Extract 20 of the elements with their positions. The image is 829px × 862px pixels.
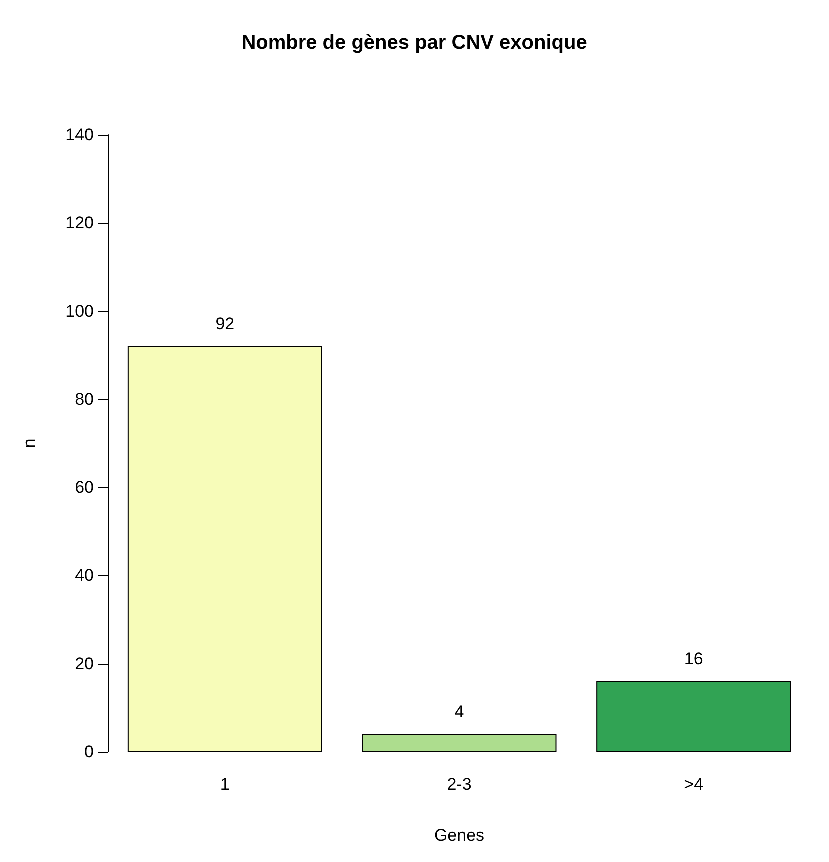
- y-tick-label: 40: [75, 566, 94, 586]
- y-tick-label: 60: [75, 478, 94, 498]
- data-label: 92: [216, 314, 235, 334]
- x-tick-label: 2-3: [447, 775, 472, 794]
- y-tick-label: 100: [66, 302, 94, 321]
- data-label: 16: [684, 649, 704, 668]
- chart-title: Nombre de gènes par CNV exonique: [242, 32, 588, 54]
- bar: [128, 346, 322, 752]
- data-label: 4: [454, 702, 464, 722]
- y-tick-label: 20: [75, 654, 94, 674]
- x-tick-label: 1: [220, 775, 230, 794]
- bar: [596, 681, 792, 752]
- bar: [362, 734, 557, 752]
- y-tick-label: 0: [84, 742, 94, 762]
- x-axis-title: Genes: [434, 826, 485, 845]
- y-tick-label: 140: [66, 126, 94, 144]
- y-axis-title: n: [20, 438, 39, 448]
- y-tick-label: 120: [66, 214, 94, 233]
- y-tick-label: 80: [75, 390, 94, 409]
- x-tick-label: >4: [684, 775, 704, 794]
